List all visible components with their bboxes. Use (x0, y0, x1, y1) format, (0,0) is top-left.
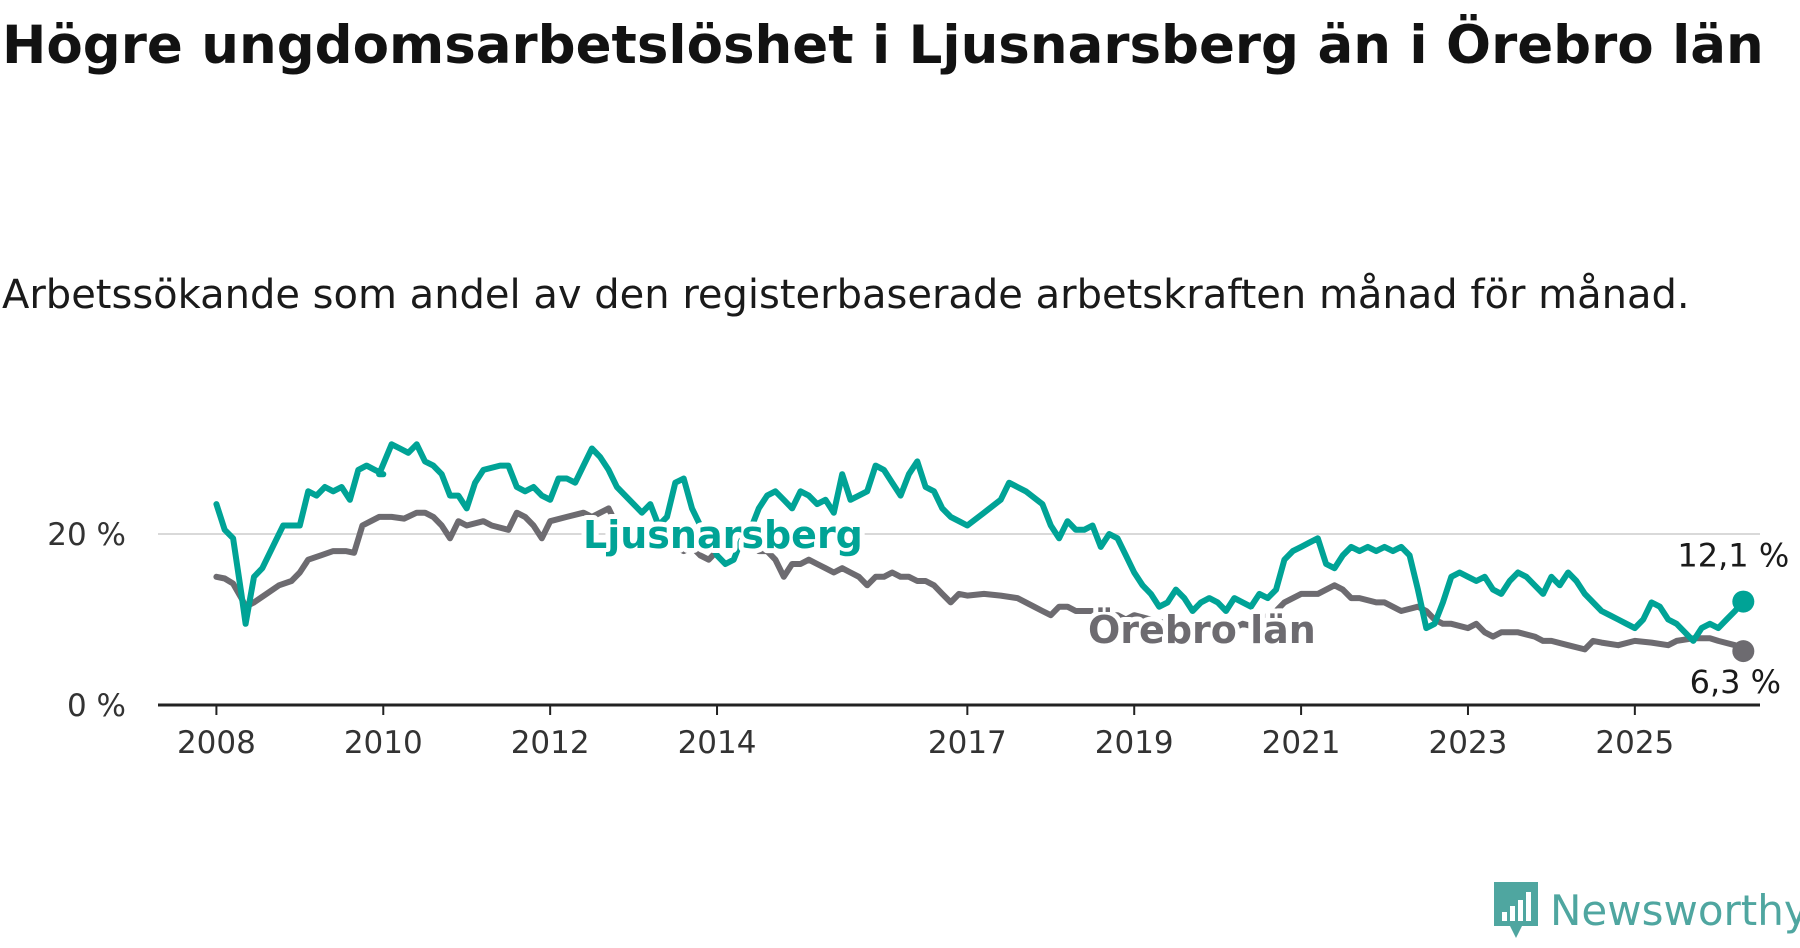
x-tick-label: 2008 (177, 725, 256, 761)
x-tick-label: 2017 (928, 725, 1007, 761)
series-lines (213, 441, 1755, 663)
brand: Newsworthy (1492, 880, 1800, 940)
brand-name: Newsworthy (1550, 885, 1800, 935)
axes: 0 % 20 % 2008 2010 2012 2014 2017 2019 2021 2023 2… (47, 517, 1760, 761)
end-point-marker (1732, 640, 1755, 663)
series-line-orebro-lan (213, 505, 1747, 655)
chart-title: Högre ungdomsarbetslöshet i Ljusnarsberg… (2, 15, 1764, 76)
series-label-ljusnarsberg: Ljusnarsberg (583, 513, 863, 557)
x-tick-label: 2025 (1595, 725, 1674, 761)
series-label-orebro-lan: Örebro län (1088, 608, 1316, 652)
series-line-ljusnarsberg (213, 441, 1747, 644)
x-tick-label: 2010 (344, 725, 423, 761)
chart-subtitle: Arbetssökande som andel av den registerb… (2, 272, 1690, 318)
end-point-marker (1732, 590, 1755, 613)
x-tick-label: 2012 (511, 725, 590, 761)
newsworthy-logo-icon (1494, 882, 1538, 938)
x-tick-label: 2019 (1095, 725, 1174, 761)
x-tick-label: 2021 (1262, 725, 1341, 761)
end-value-ljusnarsberg: 12,1 % (1677, 537, 1789, 575)
line-chart: 0 % 20 % 2008 2010 2012 2014 2017 2019 2021 2023 2… (47, 441, 1793, 761)
x-tick-label: 2014 (678, 725, 757, 761)
y-tick-label: 0 % (67, 688, 126, 724)
end-value-orebro-lan: 6,3 % (1690, 663, 1781, 701)
x-tick-label: 2023 (1429, 725, 1508, 761)
y-tick-label: 20 % (47, 517, 126, 553)
data-labels: Ljusnarsberg Örebro län 12,1 % 6,3 % (578, 508, 1793, 705)
